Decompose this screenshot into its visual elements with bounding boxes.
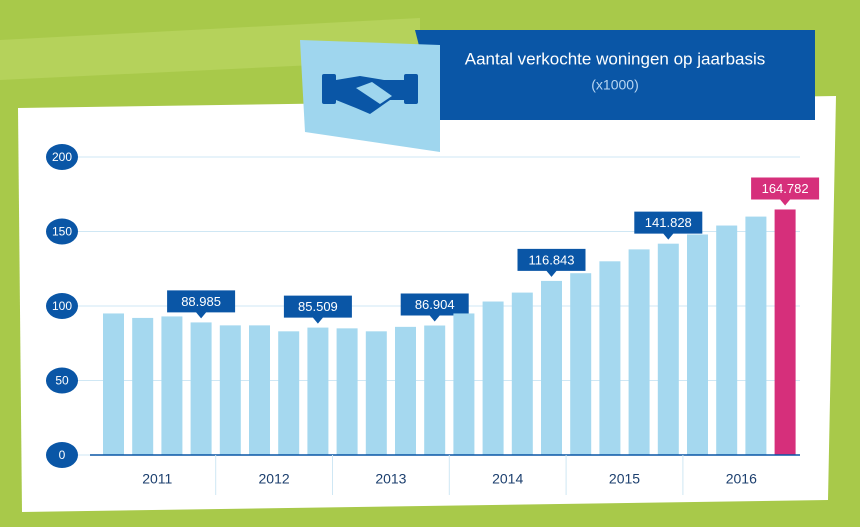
bar (716, 225, 738, 455)
chart-subtitle: (x1000) (591, 77, 638, 93)
value-label-box (751, 177, 820, 206)
bar (132, 317, 154, 455)
bar (541, 280, 562, 455)
y-tick-badge (46, 218, 86, 245)
bar (774, 209, 796, 455)
value-label-box (400, 293, 469, 322)
value-label: 85.509 (298, 299, 338, 314)
bar (190, 322, 212, 455)
value-label: 141.828 (645, 215, 692, 230)
bar (482, 301, 504, 455)
y-tick-label: 0 (59, 448, 66, 462)
value-label-box (634, 211, 703, 240)
value-label: 164.782 (762, 181, 809, 196)
y-tick-badge (46, 442, 86, 468)
value-label: 116.843 (528, 252, 574, 267)
bar (249, 325, 270, 455)
bar (424, 325, 446, 455)
bar (453, 313, 475, 455)
value-label: 88.985 (181, 294, 221, 309)
bar (395, 326, 416, 455)
y-tick-label: 150 (52, 225, 72, 239)
bar (657, 243, 679, 455)
bar (278, 331, 300, 455)
title-banner (415, 30, 815, 120)
x-group-label: 2014 (492, 471, 523, 487)
y-tick-badge (46, 293, 86, 319)
bar (745, 216, 767, 455)
x-group-label: 2011 (142, 471, 172, 487)
y-tick-label: 100 (52, 299, 72, 313)
handshake-icon (322, 74, 418, 114)
bar (365, 331, 387, 455)
value-label-box (283, 295, 352, 324)
value-label: 86.904 (415, 297, 455, 312)
chart-title: Aantal verkochte woningen op jaarbasis (465, 49, 766, 68)
bar (628, 249, 650, 455)
bar (599, 261, 621, 455)
y-tick-label: 200 (52, 150, 72, 164)
bar (307, 327, 329, 455)
bar (103, 313, 124, 455)
y-tick-badge (46, 367, 86, 394)
y-tick-label: 50 (55, 374, 69, 388)
x-group-label: 2016 (726, 471, 757, 487)
bar (570, 273, 592, 455)
y-tick-badge (46, 144, 86, 170)
x-group-label: 2012 (259, 471, 290, 487)
value-label-box (167, 290, 236, 319)
value-label-box (517, 248, 586, 277)
bar (219, 325, 241, 455)
bar (687, 234, 708, 455)
x-group-label: 2013 (375, 471, 406, 487)
x-group-label: 2015 (609, 471, 640, 487)
bar (336, 328, 358, 455)
bar (511, 292, 533, 455)
bar (161, 316, 183, 455)
